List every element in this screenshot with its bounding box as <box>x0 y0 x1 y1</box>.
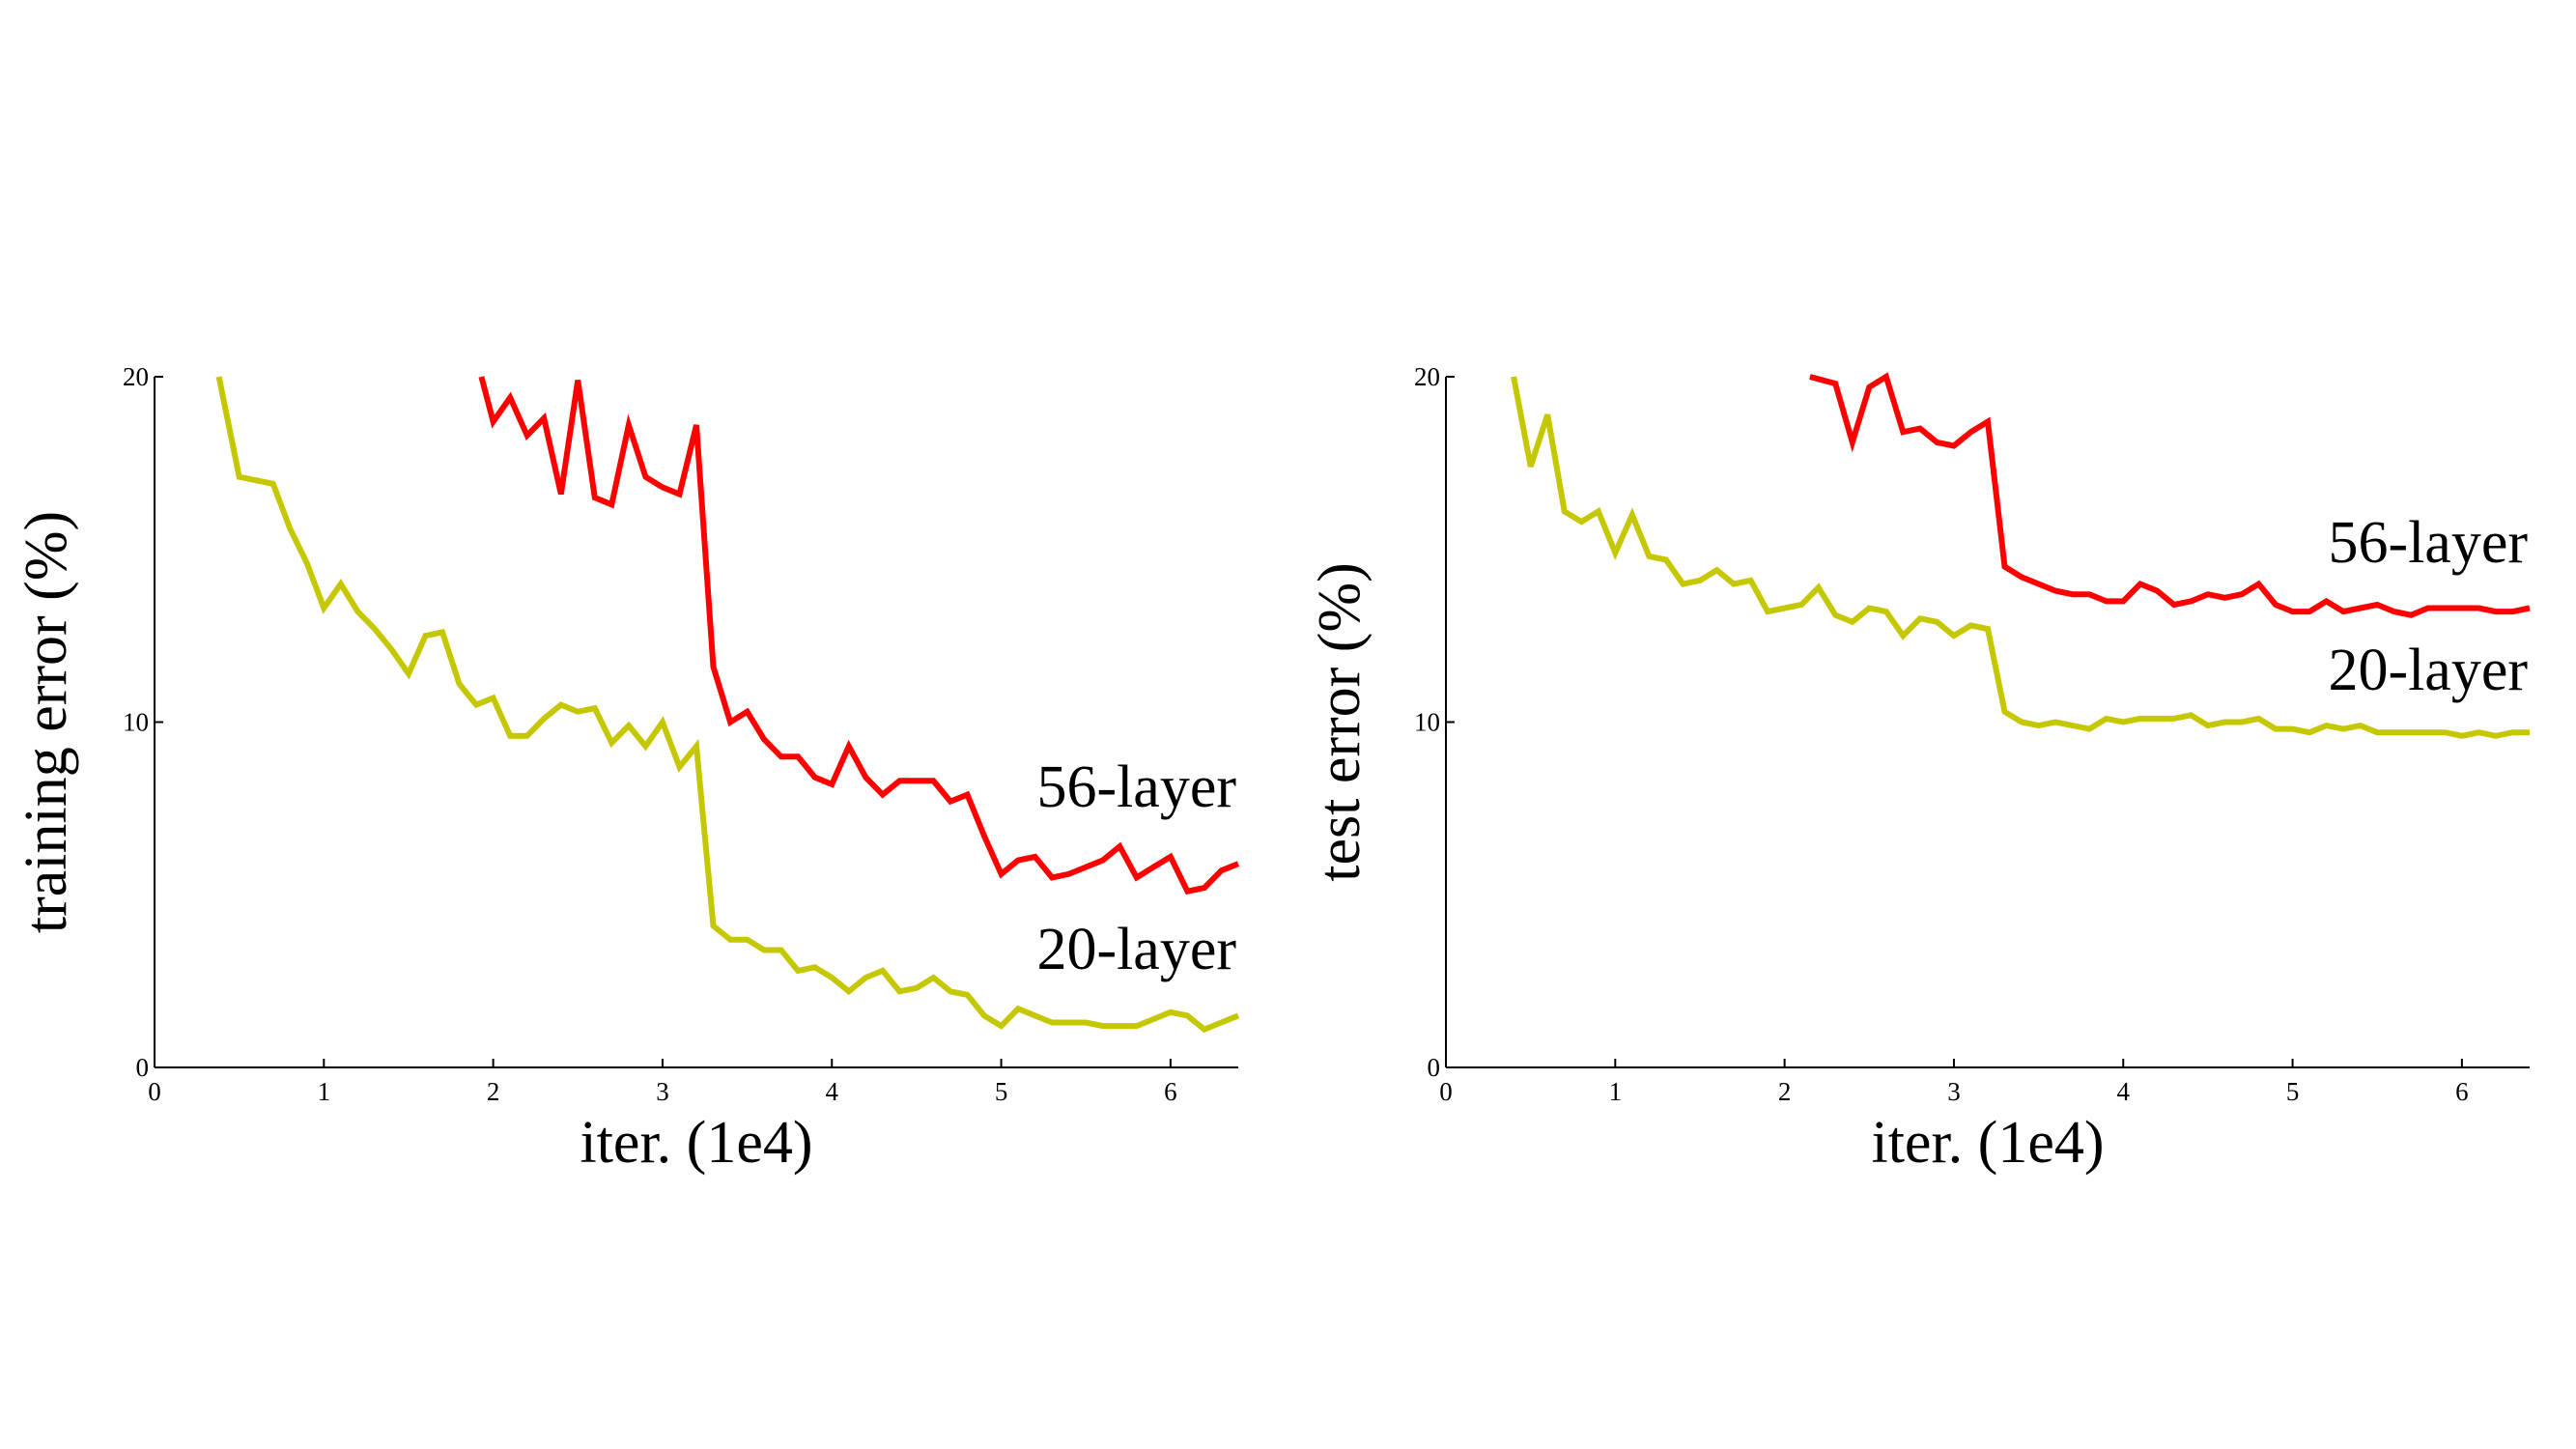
y-tick-label: 0 <box>1428 1053 1441 1082</box>
x-tick-label: 4 <box>2117 1077 2131 1106</box>
y-tick-label: 20 <box>123 362 149 391</box>
x-tick-label: 6 <box>1164 1077 1177 1106</box>
series-line-20-layer <box>215 376 1240 1034</box>
x-axis-label: iter. (1e4) <box>580 1110 812 1176</box>
series-label-56-layer: 56-layer <box>1036 754 1236 820</box>
y-tick-label: 10 <box>1414 708 1440 737</box>
y-tick-label: 20 <box>1414 362 1440 391</box>
test-error-chart: 0 10 20 0 1 2 3 4 5 6 iter. (1e4) test error (%) 56-… <box>1307 362 2531 1176</box>
x-tick-label: 2 <box>1778 1077 1792 1106</box>
series-label-20-layer: 20-layer <box>1036 917 1236 982</box>
y-tick-label: 10 <box>123 708 149 737</box>
y-tick-label: 0 <box>136 1053 150 1082</box>
series-line-56-layer <box>478 376 1240 895</box>
series-line-20-layer <box>1511 376 2530 739</box>
x-tick-label: 0 <box>1439 1077 1453 1106</box>
training-error-chart: 0 10 20 0 1 2 3 4 5 6 iter. (1e4) training error (%… <box>14 362 1240 1176</box>
x-tick-label: 5 <box>2286 1077 2300 1106</box>
x-tick-label: 4 <box>826 1077 839 1106</box>
x-tick-label: 6 <box>2455 1077 2469 1106</box>
x-tick-label: 1 <box>318 1077 331 1106</box>
x-tick-label: 3 <box>1947 1077 1961 1106</box>
x-tick-label: 5 <box>995 1077 1008 1106</box>
y-axis-label: training error (%) <box>14 511 79 933</box>
x-tick-label: 3 <box>656 1077 669 1106</box>
y-axis-label: test error (%) <box>1307 562 1373 882</box>
x-axis-label: iter. (1e4) <box>1871 1110 2104 1176</box>
x-tick-label: 1 <box>1609 1077 1623 1106</box>
x-tick-label: 0 <box>148 1077 161 1106</box>
series-label-20-layer: 20-layer <box>2328 638 2528 703</box>
series-label-56-layer: 56-layer <box>2328 510 2528 576</box>
series-line-56-layer <box>1809 372 2531 618</box>
x-tick-label: 2 <box>487 1077 500 1106</box>
